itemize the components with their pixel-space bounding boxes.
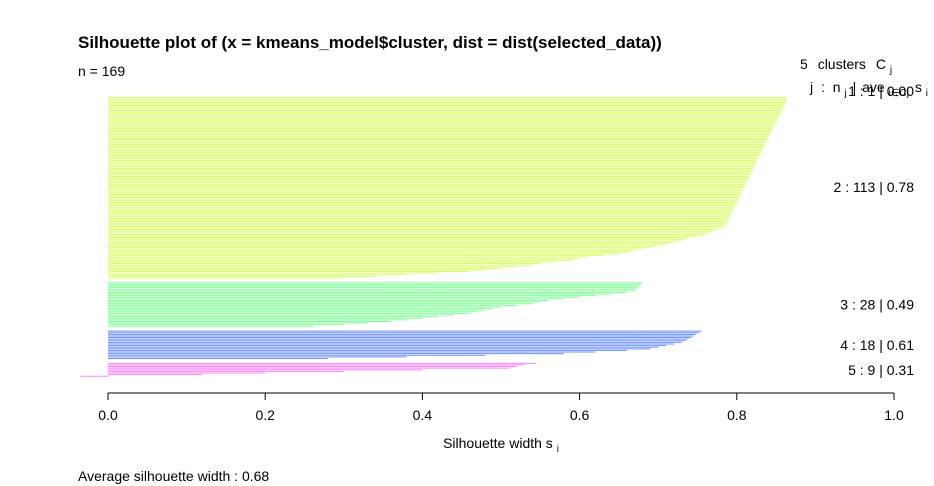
x-tick-label: 0.2 bbox=[255, 407, 275, 423]
legend-header: 5 clusters C j bbox=[800, 56, 892, 76]
average-silhouette-footer: Average silhouette width : 0.68 bbox=[78, 468, 269, 484]
cluster-label-1: 1 : 1 | 0.00 bbox=[848, 83, 914, 99]
legend-sub-s-sub: i bbox=[926, 88, 928, 99]
x-axis-label-sub: i bbox=[557, 444, 559, 455]
legend-clusters-word: clusters bbox=[818, 56, 866, 72]
x-tick-label: 0.0 bbox=[98, 407, 118, 423]
legend-cluster-count: 5 bbox=[800, 56, 808, 72]
legend-subheader: j : n j | ave i∈Cj s i bbox=[809, 79, 928, 99]
legend-sub-n-sub: j bbox=[843, 88, 846, 99]
chart-title: Silhouette plot of (x = kmeans_model$clu… bbox=[78, 33, 662, 52]
x-tick-label: 0.4 bbox=[413, 407, 433, 423]
x-tick-label: 0.8 bbox=[727, 407, 747, 423]
legend-sub-n: n bbox=[833, 79, 841, 95]
legend-c-sub: j bbox=[889, 65, 892, 76]
x-axis: 0.0 0.2 0.4 0.6 0.8 1.0 bbox=[98, 392, 904, 423]
x-tick-label: 0.6 bbox=[570, 407, 590, 423]
n-label: n = 169 bbox=[78, 63, 125, 79]
x-tick-label: 1.0 bbox=[884, 407, 904, 423]
legend-sub-j: j bbox=[809, 79, 813, 95]
cluster-label-3: 3 : 28 | 0.49 bbox=[840, 297, 914, 313]
cluster-label-4: 4 : 18 | 0.61 bbox=[840, 337, 914, 353]
x-axis-label: Silhouette width s i bbox=[443, 435, 559, 455]
legend-sub-ave: ave bbox=[862, 79, 885, 95]
cluster-label-5: 5 : 9 | 0.31 bbox=[848, 362, 914, 378]
x-axis-label-main: Silhouette width s bbox=[443, 435, 553, 451]
legend-sub-ave-sub: i∈Cj bbox=[889, 88, 909, 99]
legend-sub-bars: | bbox=[853, 79, 857, 95]
silhouette-bars bbox=[80, 97, 788, 377]
legend-sub-sep: : bbox=[821, 79, 825, 95]
legend-sub-s: s bbox=[915, 79, 922, 95]
cluster-label-2: 2 : 113 | 0.78 bbox=[834, 179, 915, 195]
legend-c-symbol: C bbox=[876, 56, 886, 72]
cluster-labels: 1 : 1 | 0.00 2 : 113 | 0.78 3 : 28 | 0.49 4… bbox=[834, 83, 915, 378]
